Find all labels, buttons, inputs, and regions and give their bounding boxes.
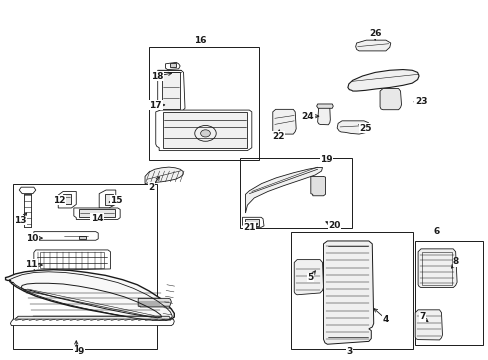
Text: 16: 16 [194,36,206,45]
Bar [239,158,351,228]
Polygon shape [245,167,322,213]
Polygon shape [294,260,323,295]
Text: 12: 12 [53,196,65,205]
Polygon shape [242,217,264,227]
Text: 14: 14 [91,214,103,223]
Polygon shape [156,110,251,150]
Polygon shape [272,109,296,134]
Text: 9: 9 [78,347,84,356]
Text: 18: 18 [151,72,163,81]
Polygon shape [245,219,259,226]
Text: 13: 13 [15,216,27,225]
Polygon shape [347,69,418,91]
Polygon shape [138,298,171,307]
Text: 5: 5 [306,273,313,282]
Text: 22: 22 [272,132,285,141]
Polygon shape [317,106,330,125]
Polygon shape [158,70,184,111]
Polygon shape [79,236,86,239]
Polygon shape [10,319,174,325]
Text: 10: 10 [26,234,39,243]
Polygon shape [105,194,113,205]
Text: 6: 6 [433,228,439,237]
Polygon shape [5,270,174,320]
Bar [13,184,157,348]
Polygon shape [310,176,325,196]
Polygon shape [99,190,116,208]
Polygon shape [15,316,170,320]
Text: 26: 26 [368,29,381,38]
Text: 20: 20 [328,221,340,230]
Polygon shape [34,231,98,240]
Text: 11: 11 [25,260,38,269]
Polygon shape [336,121,369,134]
Polygon shape [323,241,373,344]
Text: 3: 3 [346,347,352,356]
Polygon shape [34,250,110,270]
Polygon shape [74,208,120,220]
Polygon shape [170,63,176,67]
Bar [40,252,104,267]
Circle shape [200,130,210,137]
Text: 19: 19 [320,155,332,164]
Text: 1: 1 [73,346,79,355]
Polygon shape [79,210,115,217]
Text: 7: 7 [418,312,425,321]
Polygon shape [162,112,247,148]
Polygon shape [58,192,76,208]
Bar [414,241,483,345]
Bar [290,232,412,348]
Text: 23: 23 [414,97,427,106]
Polygon shape [414,310,442,340]
Polygon shape [355,40,390,51]
Polygon shape [19,187,36,194]
Text: 2: 2 [148,183,155,192]
Text: 15: 15 [110,196,123,205]
Polygon shape [379,89,401,110]
Text: 25: 25 [359,124,371,133]
Text: 4: 4 [382,315,388,324]
Text: 8: 8 [452,257,458,266]
Polygon shape [145,167,183,184]
Polygon shape [63,194,71,204]
Text: 17: 17 [149,101,162,110]
Bar [149,47,259,160]
Bar [421,252,451,285]
Polygon shape [417,249,456,288]
Polygon shape [161,72,180,109]
Text: 21: 21 [243,223,255,232]
Text: 24: 24 [301,112,314,121]
Polygon shape [316,104,332,108]
Polygon shape [165,62,180,69]
